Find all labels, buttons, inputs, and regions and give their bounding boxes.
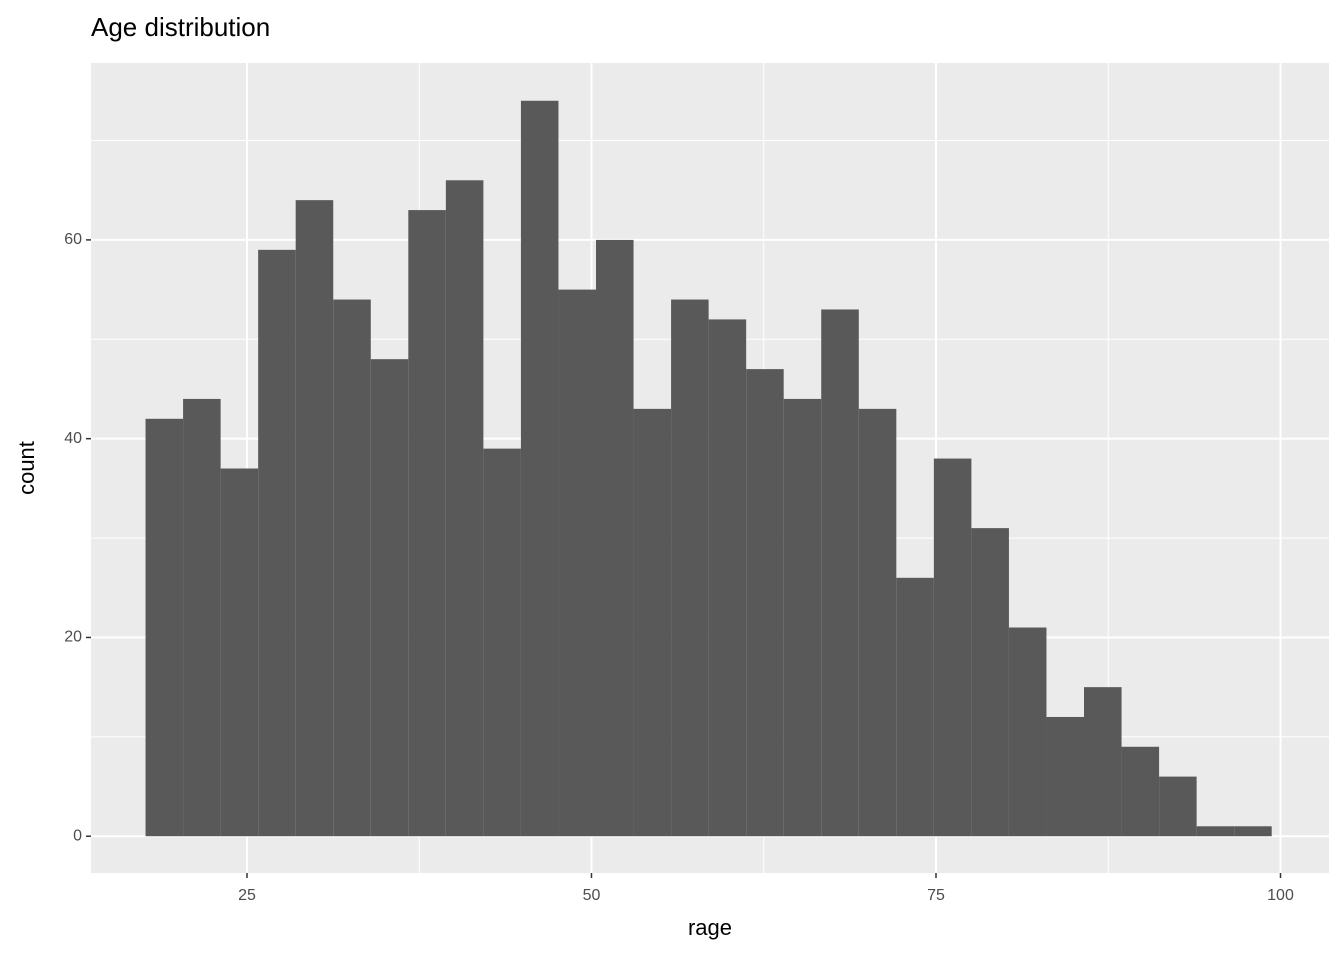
x-tick-label: 50 [583, 887, 601, 904]
bar [520, 100, 559, 837]
y-tick-label: 40 [64, 430, 82, 447]
bar [183, 398, 221, 837]
bar [783, 398, 822, 837]
bar [1008, 627, 1047, 837]
x-tick-label: 75 [927, 887, 945, 904]
y-axis-title: count [14, 441, 39, 495]
bar [558, 289, 597, 837]
bar [971, 528, 1009, 837]
bar [1234, 826, 1272, 837]
bar [858, 408, 897, 837]
bar [596, 239, 634, 837]
bar [633, 408, 672, 837]
y-tick-label: 60 [64, 231, 82, 248]
bar [483, 448, 521, 837]
x-axis-title: rage [688, 915, 732, 940]
bar [896, 577, 934, 837]
chart-title: Age distribution [91, 12, 270, 42]
bar [1196, 826, 1235, 837]
bar [1121, 746, 1160, 837]
bar [933, 458, 972, 837]
x-tick-label: 100 [1267, 887, 1294, 904]
bar [746, 369, 784, 837]
bar [370, 359, 409, 837]
bar [671, 299, 709, 837]
bar [1084, 687, 1122, 837]
bar [295, 200, 334, 837]
bar [821, 309, 859, 837]
bar [145, 418, 184, 837]
bar [408, 210, 446, 837]
y-tick-label: 0 [73, 827, 82, 844]
bar [445, 180, 484, 837]
bar [220, 468, 259, 837]
bar [258, 249, 296, 837]
bar [708, 319, 747, 837]
bar [333, 299, 371, 837]
y-tick-label: 20 [64, 629, 82, 646]
bar [1046, 716, 1085, 837]
x-tick-label: 25 [238, 887, 256, 904]
bar [1159, 776, 1197, 837]
